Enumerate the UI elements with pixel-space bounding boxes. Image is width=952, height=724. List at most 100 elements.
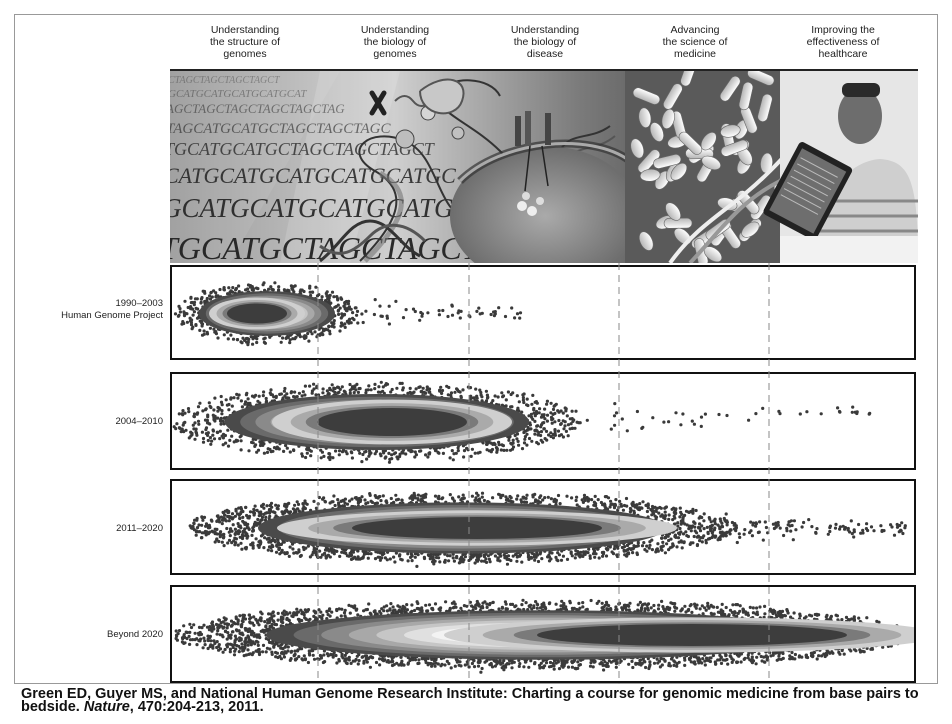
scatter-dot [204,524,208,528]
scatter-dot [613,503,618,507]
scatter-dot [570,426,574,430]
scatter-dot [275,544,279,548]
tail-dot [738,535,742,539]
scatter-dot [562,601,566,606]
scatter-dot [390,453,394,457]
scatter-dot [303,393,307,397]
scatter-dot [201,436,206,441]
scatter-dot [496,395,500,399]
scatter-dot [373,502,377,506]
scatter-dot [470,604,474,608]
tail-dot [420,314,424,318]
scatter-dot [573,666,577,670]
scatter-dot [570,606,574,610]
scatter-dot [676,521,680,525]
scatter-dot [200,430,204,434]
tail-dot [385,314,389,318]
scatter-dot [373,382,377,386]
scatter-dot [520,500,524,504]
tail-dot [651,416,655,420]
scatter-dot [253,504,257,508]
scatter-dot [257,514,261,518]
tail-dot [836,406,840,410]
scatter-dot [462,496,466,500]
scatter-dot [549,664,553,668]
pill-shape [653,154,682,169]
scatter-dot [470,661,474,666]
scatter-dot [461,557,465,561]
scatter-dot [360,460,364,464]
scatter-dot [500,391,504,395]
scatter-dot [192,310,196,314]
tail-dot [828,529,832,534]
pill-shape [649,122,664,142]
scatter-dot [363,498,367,502]
scatter-dot [213,532,217,536]
scatter-dot [654,550,658,554]
scatter-dot [342,504,346,508]
scatter-dot [332,651,336,655]
scatter-dot [373,494,377,498]
scatter-dot [507,499,511,503]
scatter-dot [640,661,644,665]
scatter-dot [352,391,356,395]
scatter-dot [676,536,681,540]
scatter-dot [680,512,684,516]
tail-dot [387,304,391,308]
scatter-dot [518,554,522,558]
scatter-dot [262,390,266,394]
scatter-dot [268,391,272,395]
scatter-dot [502,553,506,557]
tail-dot [387,322,391,326]
scatter-dot [218,437,222,441]
scatter-dot [635,552,639,557]
scatter-dot [600,601,604,605]
scatter-dot [225,626,229,630]
scatter-dot [321,333,325,337]
scatter-dot [244,393,248,397]
density-cloud-2011-2020 [188,491,907,568]
scatter-dot [258,539,262,543]
scatter-dot [621,508,625,512]
scatter-dot [193,437,197,441]
scatter-dot [221,650,225,654]
scatter-dot [301,507,305,511]
tail-dot [754,412,758,416]
scatter-dot [189,307,193,311]
scatter-dot [336,391,340,395]
scatter-dot [552,659,557,663]
scatter-dot [241,336,245,340]
scatter-dot [700,524,704,528]
scatter-dot [478,554,483,558]
scatter-dot [279,392,283,396]
scatter-dot [635,544,639,548]
tail-dot [620,417,624,421]
scatter-dot [462,449,467,453]
scatter-dot [713,522,717,526]
scatter-dot [276,504,280,508]
scatter-dot [581,500,585,504]
scatter-dot [242,654,246,658]
tail-dot [901,531,905,536]
scatter-dot [254,649,258,653]
scatter-dot [312,382,316,386]
tail-dot [478,312,482,316]
scatter-dot [192,303,196,307]
scatter-dot [259,534,264,538]
scatter-dot [862,650,866,654]
scatter-dot [378,494,382,499]
scatter-dot [334,449,338,453]
scatter-dot [660,599,664,603]
scatter-dot [303,501,308,505]
scatter-dot [190,318,194,322]
scatter-dot [260,518,264,522]
scatter-dot [273,642,277,646]
scatter-dot [343,301,347,305]
tail-dot [690,419,694,423]
scatter-dot [447,662,451,666]
tail-dot [897,530,901,534]
scatter-dot [522,496,526,500]
scatter-dot [406,552,410,556]
scatter-dot [276,611,280,615]
scatter-dot [212,289,216,293]
